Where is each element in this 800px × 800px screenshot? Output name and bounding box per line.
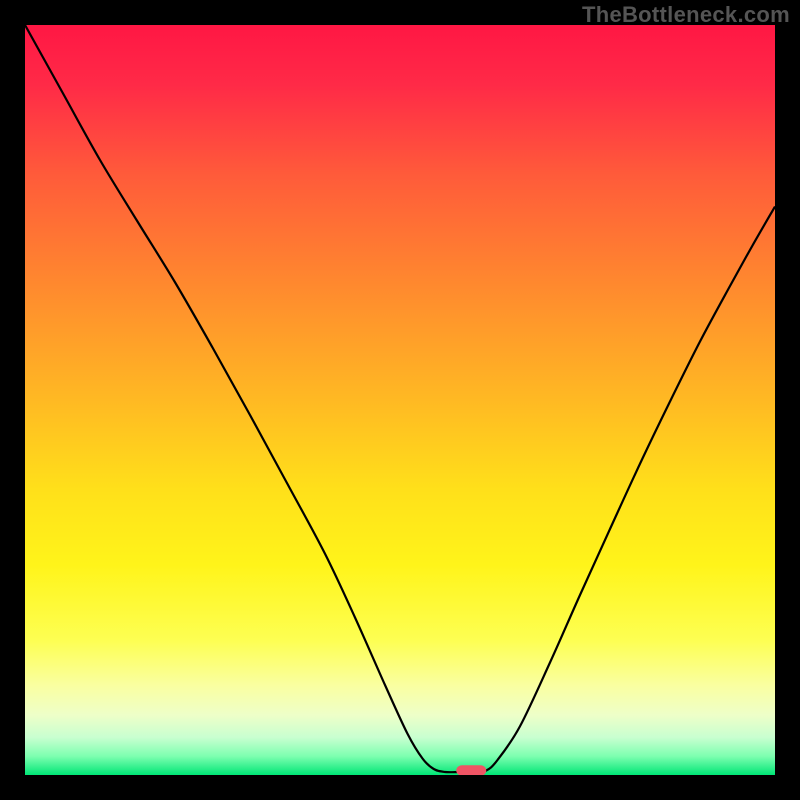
optimum-marker [456, 765, 486, 775]
chart-frame: TheBottleneck.com [0, 0, 800, 800]
plot-area [25, 25, 775, 775]
gradient-background [25, 25, 775, 775]
